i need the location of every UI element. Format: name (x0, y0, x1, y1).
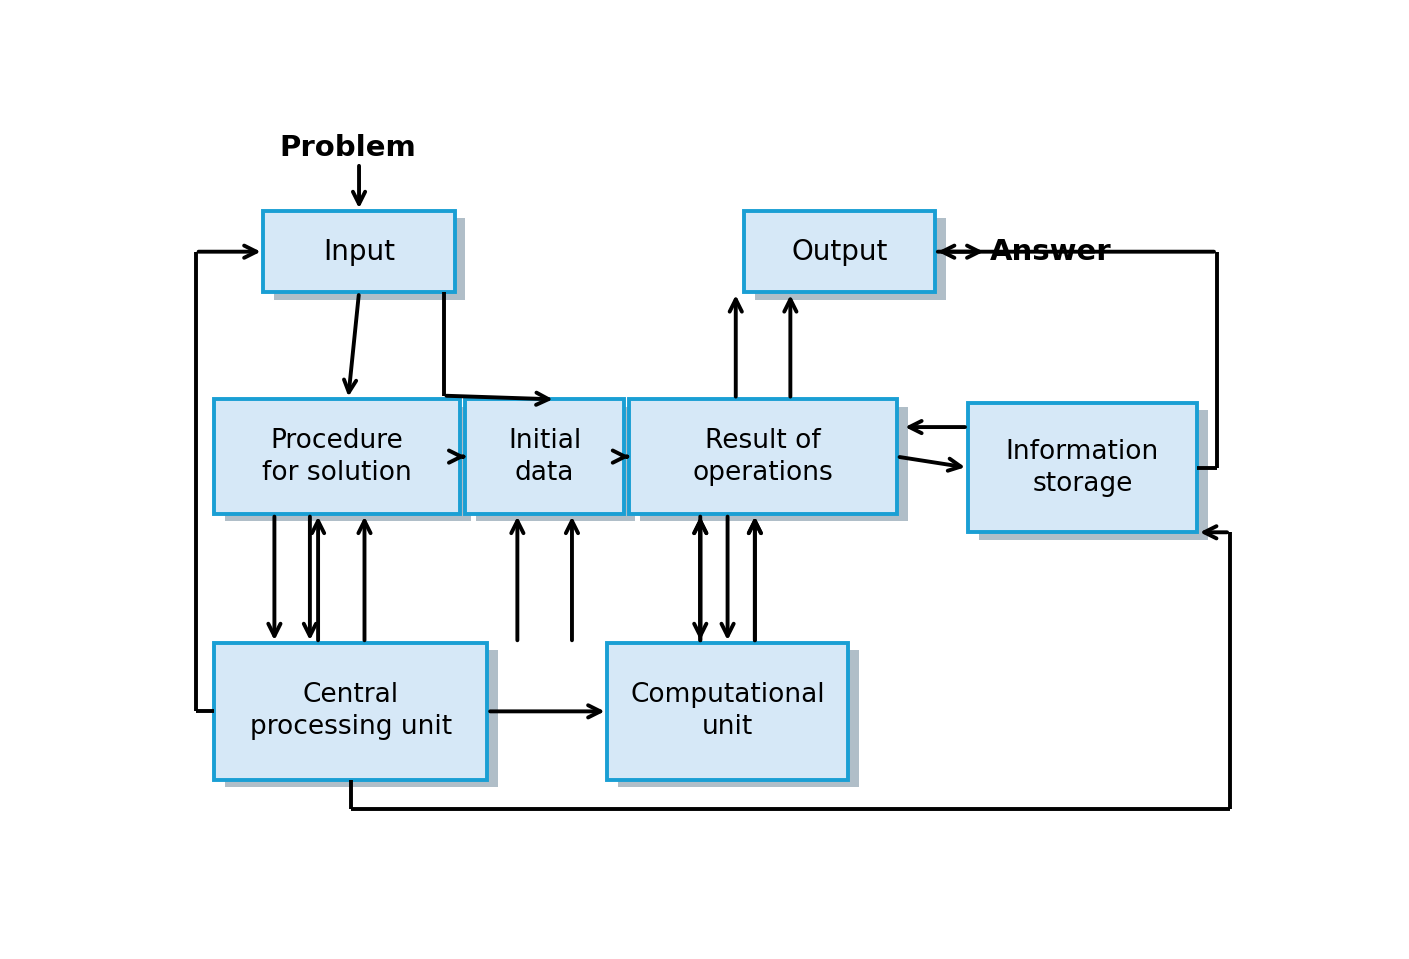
FancyBboxPatch shape (225, 650, 499, 787)
FancyBboxPatch shape (968, 403, 1198, 532)
Text: Answer: Answer (989, 238, 1112, 266)
FancyBboxPatch shape (607, 643, 848, 780)
FancyBboxPatch shape (630, 399, 896, 514)
Text: Result of
operations: Result of operations (693, 428, 834, 485)
FancyBboxPatch shape (744, 211, 936, 292)
FancyBboxPatch shape (619, 650, 858, 787)
Text: Procedure
for solution: Procedure for solution (262, 428, 411, 485)
Text: Information
storage: Information storage (1006, 438, 1160, 497)
FancyBboxPatch shape (979, 410, 1208, 540)
FancyBboxPatch shape (214, 643, 488, 780)
FancyBboxPatch shape (263, 211, 455, 292)
Text: Problem: Problem (280, 134, 417, 162)
FancyBboxPatch shape (755, 219, 945, 299)
FancyBboxPatch shape (214, 399, 461, 514)
Text: Computational
unit: Computational unit (630, 683, 824, 740)
FancyBboxPatch shape (476, 407, 635, 522)
Text: Initial
data: Initial data (509, 428, 582, 485)
FancyBboxPatch shape (275, 219, 465, 299)
Text: Output: Output (792, 238, 888, 266)
Text: Input: Input (323, 238, 395, 266)
FancyBboxPatch shape (225, 407, 471, 522)
FancyBboxPatch shape (465, 399, 624, 514)
Text: Central
processing unit: Central processing unit (249, 683, 452, 740)
FancyBboxPatch shape (640, 407, 907, 522)
